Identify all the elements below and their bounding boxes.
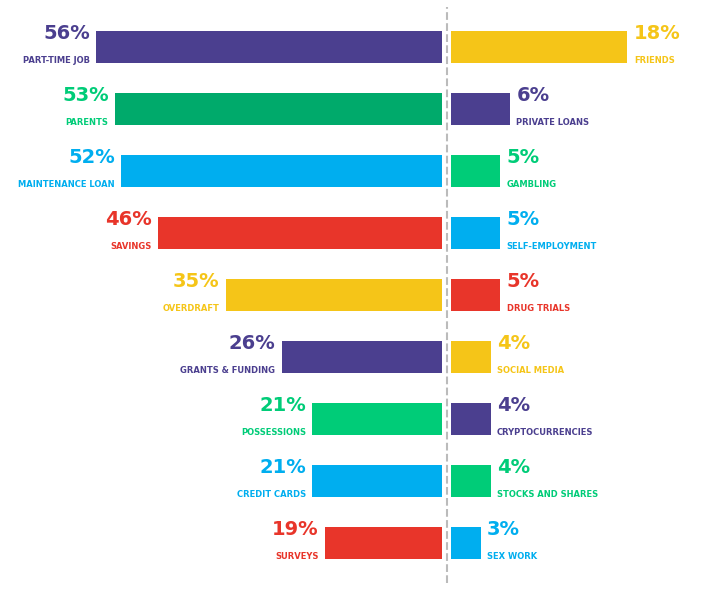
Text: 4%: 4% <box>497 334 530 353</box>
Text: MAINTENANCE LOAN: MAINTENANCE LOAN <box>18 180 115 189</box>
Text: 4%: 4% <box>497 458 530 477</box>
Text: 56%: 56% <box>43 24 90 43</box>
Text: 18%: 18% <box>634 24 680 43</box>
Bar <box>96 31 442 63</box>
Bar <box>451 155 501 187</box>
Text: 26%: 26% <box>228 334 275 353</box>
Text: SAVINGS: SAVINGS <box>111 242 152 251</box>
Text: 35%: 35% <box>173 272 220 291</box>
Text: STOCKS AND SHARES: STOCKS AND SHARES <box>497 490 598 499</box>
Text: SEX WORK: SEX WORK <box>487 552 537 561</box>
Text: OVERDRAFT: OVERDRAFT <box>163 304 220 313</box>
Text: CRYPTOCURRENCIES: CRYPTOCURRENCIES <box>497 428 593 437</box>
Bar <box>451 465 491 497</box>
Text: 46%: 46% <box>105 210 152 229</box>
Text: 53%: 53% <box>62 86 108 105</box>
Text: GRANTS & FUNDING: GRANTS & FUNDING <box>180 366 275 375</box>
Bar <box>451 527 481 559</box>
Bar <box>121 155 442 187</box>
Bar <box>451 341 491 373</box>
Text: 5%: 5% <box>507 272 540 291</box>
Bar <box>282 341 442 373</box>
Text: DRUG TRIALS: DRUG TRIALS <box>507 304 570 313</box>
Bar <box>451 217 501 249</box>
Bar <box>451 93 510 125</box>
Text: PART-TIME JOB: PART-TIME JOB <box>23 56 90 65</box>
Bar <box>312 465 442 497</box>
Text: 4%: 4% <box>497 396 530 415</box>
Bar <box>158 217 442 249</box>
Text: 21%: 21% <box>260 396 306 415</box>
Bar <box>312 403 442 435</box>
Bar <box>451 279 501 311</box>
Text: SELF-EMPLOYMENT: SELF-EMPLOYMENT <box>507 242 597 251</box>
Text: 5%: 5% <box>507 210 540 229</box>
Bar <box>451 403 491 435</box>
Text: CREDIT CARDS: CREDIT CARDS <box>237 490 306 499</box>
Bar <box>324 527 442 559</box>
Text: POSSESSIONS: POSSESSIONS <box>241 428 306 437</box>
Bar <box>226 279 442 311</box>
Text: PRIVATE LOANS: PRIVATE LOANS <box>516 118 590 127</box>
Text: 3%: 3% <box>487 520 520 539</box>
Text: 52%: 52% <box>68 148 115 167</box>
Text: 5%: 5% <box>507 148 540 167</box>
Text: SURVEYS: SURVEYS <box>275 552 319 561</box>
Text: 6%: 6% <box>516 86 550 105</box>
Text: SOCIAL MEDIA: SOCIAL MEDIA <box>497 366 564 375</box>
Text: 19%: 19% <box>272 520 319 539</box>
Text: 21%: 21% <box>260 458 306 477</box>
Text: GAMBLING: GAMBLING <box>507 180 557 189</box>
Bar <box>115 93 442 125</box>
Bar <box>451 31 627 63</box>
Text: PARENTS: PARENTS <box>66 118 108 127</box>
Text: FRIENDS: FRIENDS <box>634 56 674 65</box>
